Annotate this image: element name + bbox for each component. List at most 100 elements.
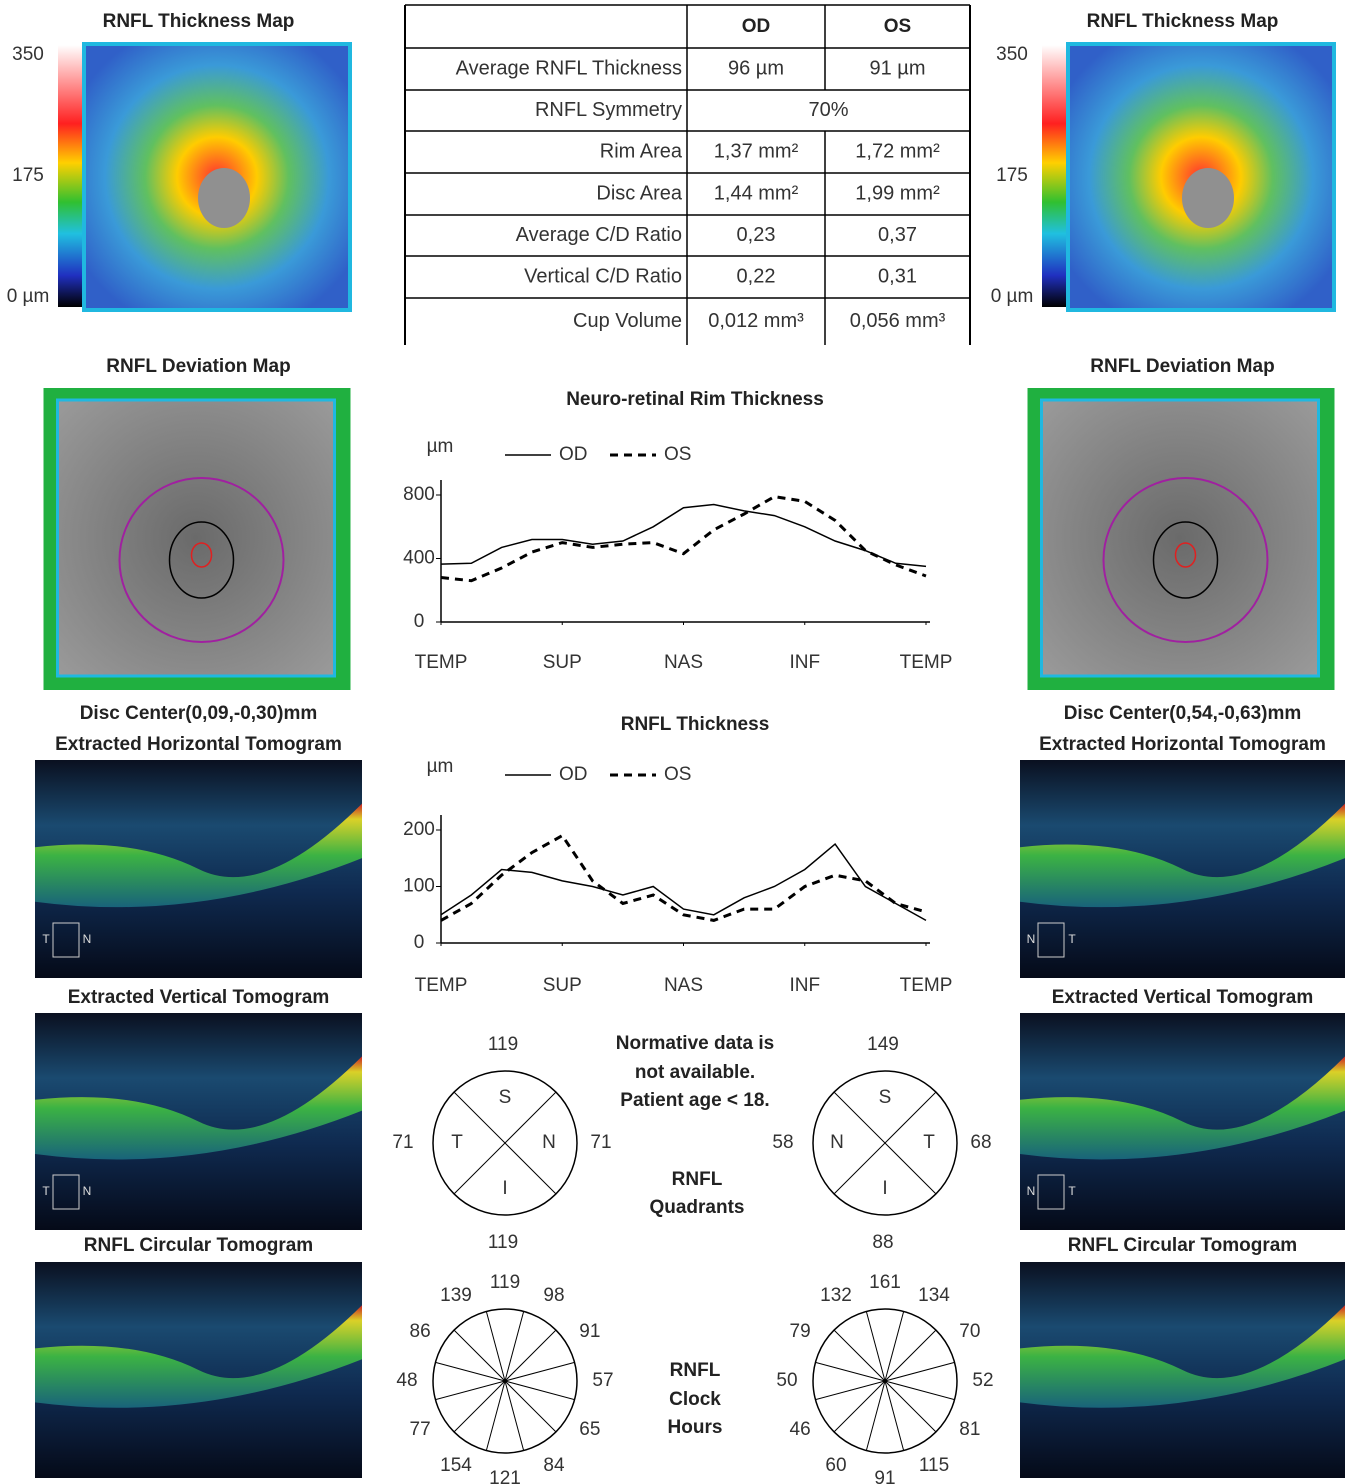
direction-label: N	[1027, 1184, 1036, 1198]
clock-divider	[505, 1330, 556, 1381]
clock-divider	[834, 1330, 885, 1381]
scale-label: 175	[996, 165, 1028, 186]
quadrant-value: 88	[872, 1232, 893, 1253]
quadrant-label: I	[882, 1178, 887, 1199]
clock-value: 48	[396, 1370, 417, 1391]
clock-value: 79	[790, 1321, 811, 1342]
chart-title: RNFL Thickness	[621, 714, 770, 735]
horizontal-tomogram-title: Extracted Horizontal Tomogram	[55, 734, 342, 755]
cell-value: 0,056 mm³	[850, 310, 946, 332]
x-tick-label: NAS	[664, 975, 703, 996]
legend-label: OD	[559, 764, 588, 785]
quadrant-value: 68	[970, 1132, 991, 1153]
row-label: Average C/D Ratio	[516, 224, 682, 246]
page: { "left": { "thickness_title": "RNFL Thi…	[0, 0, 1349, 1484]
clock-value: 119	[490, 1272, 520, 1293]
cell-value: 0,37	[878, 224, 917, 246]
series-line	[441, 844, 926, 920]
clock-divider	[885, 1330, 936, 1381]
clock-divider	[885, 1381, 904, 1451]
cell-value: 1,44 mm²	[714, 182, 799, 204]
clock-divider	[454, 1330, 505, 1381]
clock-value: 81	[959, 1419, 980, 1440]
row-label: Rim Area	[600, 140, 683, 162]
direction-label: T	[1068, 932, 1076, 946]
cell-value: 0,012 mm³	[708, 310, 804, 332]
vertical-tomogram-title: Extracted Vertical Tomogram	[1052, 987, 1314, 1008]
cell-value: 96 µm	[728, 57, 784, 79]
quadrant-label: S	[499, 1087, 512, 1108]
clock-value: 60	[825, 1455, 846, 1476]
cell-value: 1,37 mm²	[714, 140, 799, 162]
y-tick-label: 100	[403, 876, 435, 897]
clock-value: 98	[543, 1285, 564, 1306]
quadrant-label: S	[879, 1087, 892, 1108]
legend-label: OD	[559, 444, 588, 465]
clock-divider	[505, 1381, 575, 1400]
table-header: OD	[742, 16, 771, 37]
clock-value: 52	[972, 1370, 993, 1391]
clock-divider	[815, 1381, 885, 1400]
color-bar	[1042, 45, 1066, 307]
clock-value: 121	[489, 1468, 521, 1484]
thickness-title: RNFL Thickness Map	[103, 11, 295, 32]
clock-value: 65	[579, 1419, 600, 1440]
y-tick-label: 0	[414, 932, 425, 953]
clock-divider	[454, 1381, 505, 1432]
cell-value: 1,72 mm²	[855, 140, 940, 162]
clock-divider	[885, 1362, 955, 1381]
cell-value: 1,99 mm²	[855, 182, 940, 204]
clock-divider	[435, 1381, 505, 1400]
clock-value: 154	[440, 1455, 472, 1476]
clock-value: 77	[410, 1419, 431, 1440]
scale-label: 0 µm	[991, 286, 1034, 307]
clock-value: 84	[543, 1455, 565, 1476]
direction-label: T	[1068, 1184, 1076, 1198]
row-label: Disc Area	[596, 182, 682, 204]
row-label: RNFL Symmetry	[535, 99, 682, 121]
y-tick-label: 200	[403, 819, 435, 840]
clock-value: 57	[592, 1370, 613, 1391]
direction-label: N	[83, 932, 92, 946]
x-tick-label: SUP	[543, 652, 582, 673]
series-line	[441, 836, 926, 921]
clock-divider	[866, 1381, 885, 1451]
clock-value: 70	[959, 1321, 980, 1342]
deviation-image	[1042, 400, 1319, 676]
circular-tomogram-title: RNFL Circular Tomogram	[84, 1235, 313, 1256]
direction-label: T	[42, 1184, 50, 1198]
y-tick-label: 800	[403, 484, 435, 505]
quadrant-label: N	[542, 1132, 556, 1153]
quadrant-value: 149	[867, 1034, 899, 1055]
clock-value: 50	[776, 1370, 797, 1391]
quadrant-value: 119	[488, 1232, 518, 1253]
legend-label: OS	[664, 764, 691, 785]
scale-label: 350	[12, 44, 44, 65]
clock-divider	[486, 1381, 505, 1451]
clock-divider	[885, 1381, 955, 1400]
clock-hours-title: RNFL	[670, 1360, 721, 1381]
quadrant-value: 119	[488, 1034, 518, 1055]
quadrant-value: 58	[772, 1132, 793, 1153]
cell-value: 91 µm	[870, 57, 926, 79]
y-axis-label: µm	[427, 756, 454, 777]
clock-value: 46	[790, 1419, 811, 1440]
direction-label: T	[42, 932, 50, 946]
cell-value: 70%	[808, 99, 848, 121]
scale-label: 0 µm	[7, 286, 50, 307]
clock-divider	[815, 1362, 885, 1381]
clock-value: 161	[869, 1272, 901, 1293]
cell-value: 0,22	[737, 265, 776, 287]
scale-label: 350	[996, 44, 1028, 65]
quadrants-title: RNFL	[672, 1169, 723, 1190]
clock-divider	[866, 1311, 885, 1381]
quadrants-title: Quadrants	[649, 1197, 744, 1218]
x-tick-label: INF	[789, 652, 820, 673]
color-bar	[58, 45, 82, 307]
quadrant-label: N	[830, 1132, 844, 1153]
x-tick-label: TEMP	[415, 975, 468, 996]
clock-divider	[505, 1362, 575, 1381]
clock-divider	[834, 1381, 885, 1432]
note: not available.	[635, 1062, 755, 1083]
deviation-title: RNFL Deviation Map	[1090, 356, 1274, 377]
